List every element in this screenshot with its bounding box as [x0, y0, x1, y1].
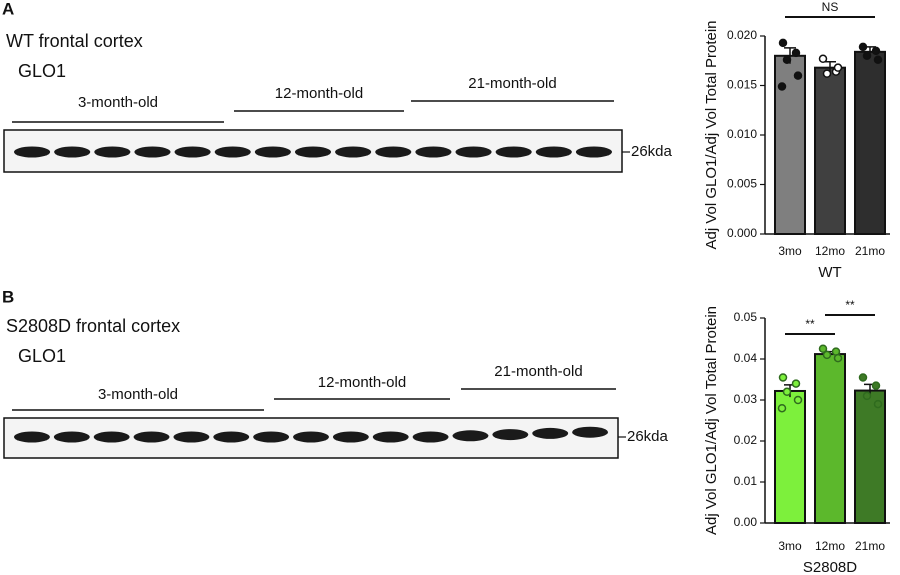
y-tick-label: 0.04 [734, 351, 758, 365]
blot-band [572, 426, 609, 438]
data-point [782, 55, 792, 65]
blot-band [452, 430, 489, 442]
bar [814, 66, 846, 236]
x-tick-label: 21mo [855, 244, 885, 258]
data-point [871, 46, 881, 56]
bar [854, 50, 886, 236]
x-tick-label: 21mo [855, 539, 885, 553]
x-tick-label: 3mo [778, 244, 802, 258]
data-point [862, 51, 872, 61]
bar [854, 389, 886, 524]
blot-band [455, 146, 492, 158]
data-point [782, 387, 792, 397]
blot-band [412, 431, 449, 443]
data-point [873, 55, 883, 65]
panel-title: S2808D frontal cortex [6, 316, 180, 336]
y-tick-label: 0.00 [734, 515, 758, 529]
blot-band [214, 146, 251, 158]
data-point [833, 63, 843, 72]
bar [774, 54, 806, 235]
blot-band [532, 427, 569, 439]
bar [814, 353, 846, 524]
blot-band [495, 146, 532, 158]
y-axis-title: Adj Vol GLO1/Adj Vol Total Protein [703, 20, 720, 249]
data-point [858, 373, 868, 382]
blot-band [14, 146, 51, 158]
blot-band [372, 431, 409, 443]
data-point [777, 82, 787, 91]
blot-band [415, 146, 452, 158]
y-tick-label: 0.05 [734, 310, 758, 324]
y-tick-label: 0.000 [727, 226, 757, 240]
y-tick-label: 0.020 [727, 28, 757, 42]
group-label: 12-month-old [275, 85, 363, 102]
panel-label: A [2, 0, 14, 18]
blot-band [173, 431, 210, 443]
blot-band [93, 431, 130, 443]
blot-band [53, 431, 90, 443]
y-tick-label: 0.03 [734, 392, 758, 406]
blot-band [293, 431, 329, 443]
data-point [791, 379, 801, 388]
significance-label: ** [845, 298, 855, 312]
protein-label: GLO1 [18, 61, 66, 81]
blot-band [254, 146, 291, 158]
bar [774, 389, 806, 525]
blot-band [133, 431, 170, 443]
y-axis-title: Adj Vol GLO1/Adj Vol Total Protein [703, 306, 720, 535]
blot-band [253, 431, 290, 443]
blot-band [134, 146, 171, 158]
data-point [822, 350, 832, 360]
data-point [793, 71, 803, 80]
data-point [858, 42, 868, 52]
data-point [778, 373, 788, 382]
group-label: 3-month-old [78, 94, 158, 111]
blot-band [294, 146, 332, 158]
blot-band [213, 431, 250, 443]
blot-band [375, 146, 412, 158]
blot-band [54, 146, 91, 158]
data-point [818, 54, 828, 64]
blot-band [335, 146, 372, 158]
group-label: 21-month-old [468, 75, 556, 92]
marker-label: 26kda [627, 428, 669, 445]
blot-band [575, 146, 612, 158]
x-tick-label: 3mo [778, 539, 802, 553]
protein-label: GLO1 [18, 346, 66, 366]
significance-label: NS [822, 0, 839, 14]
x-axis-title: S2808D [803, 559, 857, 575]
panel-title: WT frontal cortex [6, 31, 143, 51]
data-point [818, 344, 828, 353]
data-point [873, 399, 883, 409]
data-point [777, 403, 787, 413]
panel-label: B [2, 287, 14, 306]
data-point [822, 69, 832, 78]
blot-band [174, 146, 211, 158]
data-point [793, 395, 803, 405]
group-label: 12-month-old [318, 374, 406, 391]
data-point [862, 391, 872, 401]
marker-label: 26kda [631, 143, 673, 160]
data-point [791, 48, 801, 58]
blot-band [94, 146, 131, 158]
x-tick-label: 12mo [815, 539, 845, 553]
data-point [833, 353, 843, 363]
y-tick-label: 0.010 [727, 127, 757, 141]
y-tick-label: 0.01 [734, 474, 758, 488]
x-axis-title: WT [818, 264, 841, 281]
y-tick-label: 0.015 [727, 78, 757, 92]
blot-band [13, 431, 50, 443]
group-label: 21-month-old [494, 363, 582, 380]
x-tick-label: 12mo [815, 244, 845, 258]
group-label: 3-month-old [98, 386, 178, 403]
y-tick-label: 0.02 [734, 433, 758, 447]
data-point [778, 38, 788, 48]
data-point [871, 381, 881, 390]
y-tick-label: 0.005 [727, 177, 757, 191]
blot-band [332, 431, 369, 443]
significance-label: ** [805, 317, 815, 331]
blot-band [535, 146, 572, 158]
blot-band [492, 429, 529, 441]
